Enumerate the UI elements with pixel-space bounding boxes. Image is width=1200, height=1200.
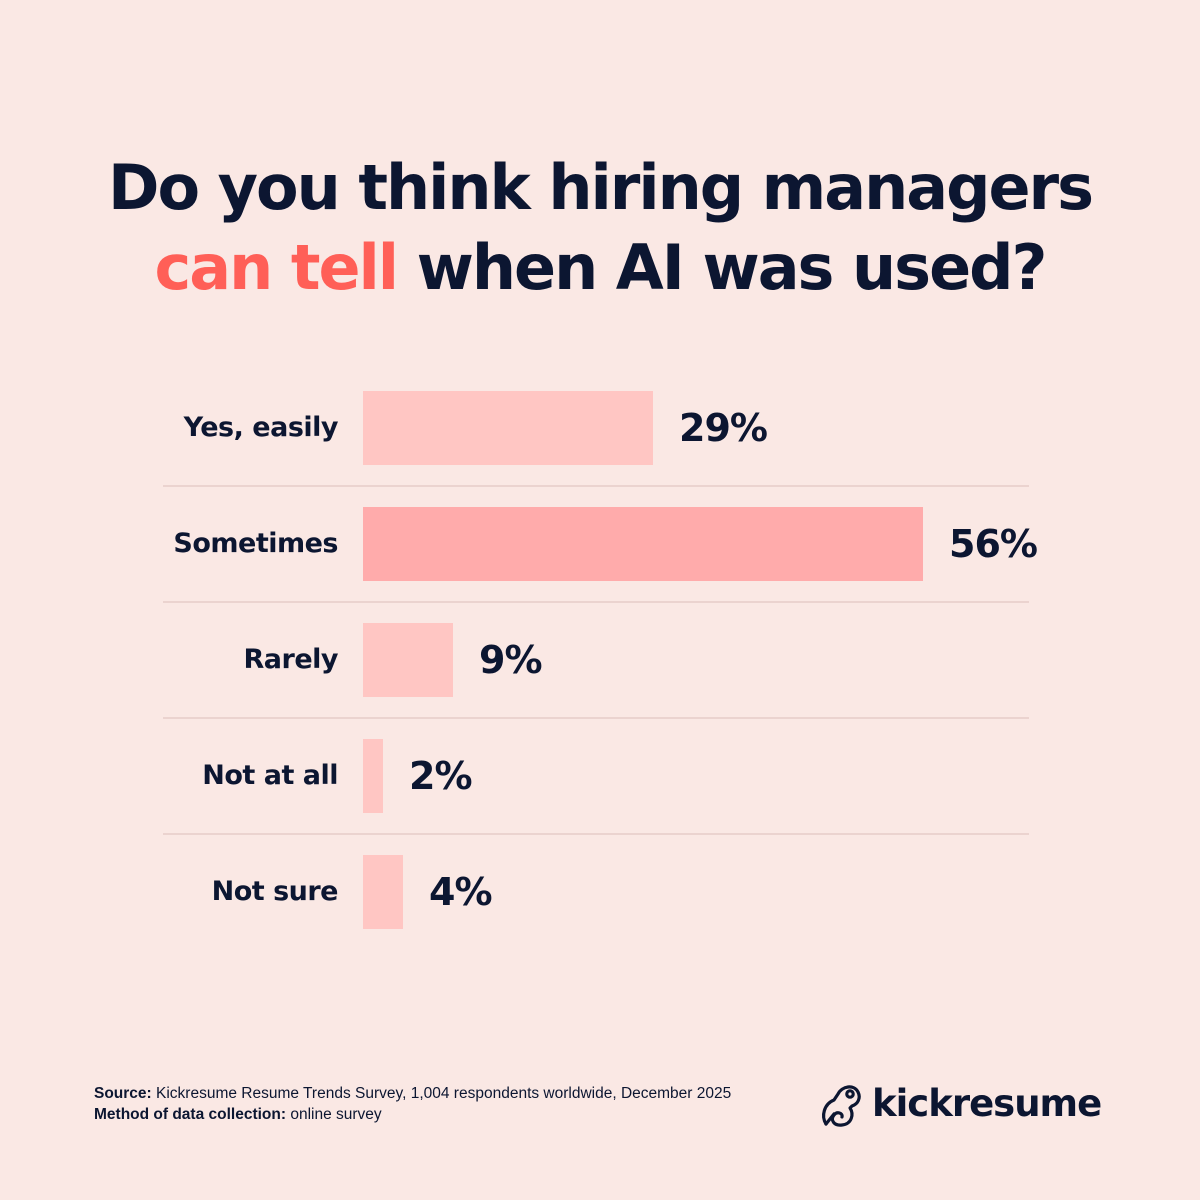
row-divider [163,833,1029,835]
method-label: Method of data collection: [94,1106,287,1123]
chameleon-icon [822,1085,861,1127]
chart-title: Do you think hiring managers can tell wh… [0,148,1200,308]
bar-row: Not at all 2% [163,739,1029,855]
title-line-2: can tell when AI was used? [0,228,1200,308]
title-line-2-rest: when AI was used? [397,231,1048,304]
row-divider [163,717,1029,719]
bar-value-label: 56% [949,522,1038,566]
title-accent: can tell [154,231,400,304]
bar [363,391,653,465]
bar-value-label: 29% [679,406,768,450]
method-text: online survey [286,1106,382,1123]
source-note: Source: Kickresume Resume Trends Survey,… [94,1083,731,1104]
title-line-1: Do you think hiring managers [107,151,1094,224]
bar-chart: Yes, easily 29% Sometimes 56% Rarely 9% Not at… [163,391,1038,971]
source-text: Kickresume Resume Trends Survey, 1,004 r… [151,1085,732,1102]
logo-wordmark: kickresume [872,1082,1102,1125]
bar-value-label: 9% [479,638,543,682]
bar-row: Rarely 9% [163,623,1029,739]
bar-label: Yes, easily [183,412,339,443]
bar-row: Yes, easily 29% [163,391,1029,507]
bar [363,739,383,813]
bar-row: Sometimes 56% [163,507,1038,623]
method-note: Method of data collection: online survey [94,1104,731,1125]
source-label: Source: [94,1085,152,1102]
row-divider [163,601,1029,603]
bar-row: Not sure 4% [163,855,1029,971]
kickresume-logo: kickresume [820,1078,1102,1130]
bar [363,507,923,581]
bar-label: Not sure [211,876,339,907]
bar-value-label: 4% [429,870,493,914]
row-divider [163,485,1029,487]
bar-value-label: 2% [409,754,473,798]
bar-label: Not at all [202,760,338,791]
footer-notes: Source: Kickresume Resume Trends Survey,… [94,1083,731,1125]
bar [363,855,403,929]
bar-label: Sometimes [173,528,338,559]
bar [363,623,453,697]
bar-label: Rarely [243,644,339,675]
